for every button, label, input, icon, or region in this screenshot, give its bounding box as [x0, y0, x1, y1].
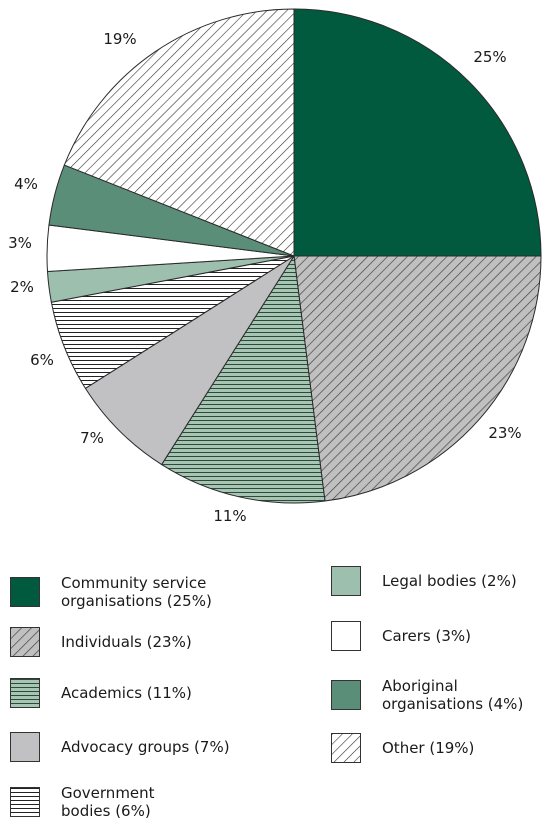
pie-slice-individuals	[293, 255, 542, 502]
legend-swatch	[10, 787, 40, 817]
legend-label: Community service organisations (25%)	[61, 574, 212, 610]
legend-label: Aboriginal organisations (4%)	[382, 677, 524, 713]
legend-swatch	[331, 566, 361, 596]
slice-percent-label: 11%	[213, 507, 246, 525]
slice-percent-label: 19%	[103, 30, 136, 48]
legend-label: Other (19%)	[382, 739, 475, 757]
slice-percent-label: 2%	[10, 278, 34, 296]
legend-item: Advocacy groups (7%)	[10, 732, 230, 762]
legend-swatch	[10, 678, 40, 708]
legend-item: Community service organisations (25%)	[10, 574, 212, 610]
legend-item: Aboriginal organisations (4%)	[331, 677, 523, 713]
pie-slice-academics	[160, 254, 326, 504]
legend-label: Individuals (23%)	[61, 633, 192, 651]
legend-label: Advocacy groups (7%)	[61, 738, 230, 756]
legend-swatch	[10, 627, 40, 657]
legend-item: Individuals (23%)	[10, 627, 192, 657]
slice-percent-label: 23%	[488, 424, 521, 442]
legend-swatch	[331, 680, 361, 710]
legend-swatch	[331, 621, 361, 651]
legend-label: Legal bodies (2%)	[382, 572, 517, 590]
slice-percent-label: 6%	[30, 351, 54, 369]
pie-slice-community-service-organisations	[293, 8, 542, 257]
legend-item: Academics (11%)	[10, 678, 192, 708]
legend-item: Legal bodies (2%)	[331, 566, 517, 596]
pie-slice-advocacy-groups	[84, 255, 295, 466]
legend-item: Carers (3%)	[331, 621, 471, 651]
slice-percent-label: 7%	[80, 429, 104, 447]
legend-item: Government bodies (6%)	[10, 784, 155, 820]
slice-percent-label: 4%	[14, 175, 38, 193]
legend-swatch	[10, 577, 40, 607]
legend-label: Carers (3%)	[382, 627, 471, 645]
pie-slice-other	[63, 8, 295, 257]
legend-swatch	[331, 733, 361, 763]
slice-percent-label: 3%	[8, 234, 32, 252]
legend-label: Government bodies (6%)	[61, 784, 155, 820]
legend-swatch	[10, 732, 40, 762]
slice-percent-label: 25%	[473, 48, 506, 66]
legend-item: Other (19%)	[331, 733, 474, 763]
pie-chart: 25% 23% 11% 7% 6% 2% 3% 4% 19%	[8, 8, 542, 525]
legend-label: Academics (11%)	[61, 684, 192, 702]
